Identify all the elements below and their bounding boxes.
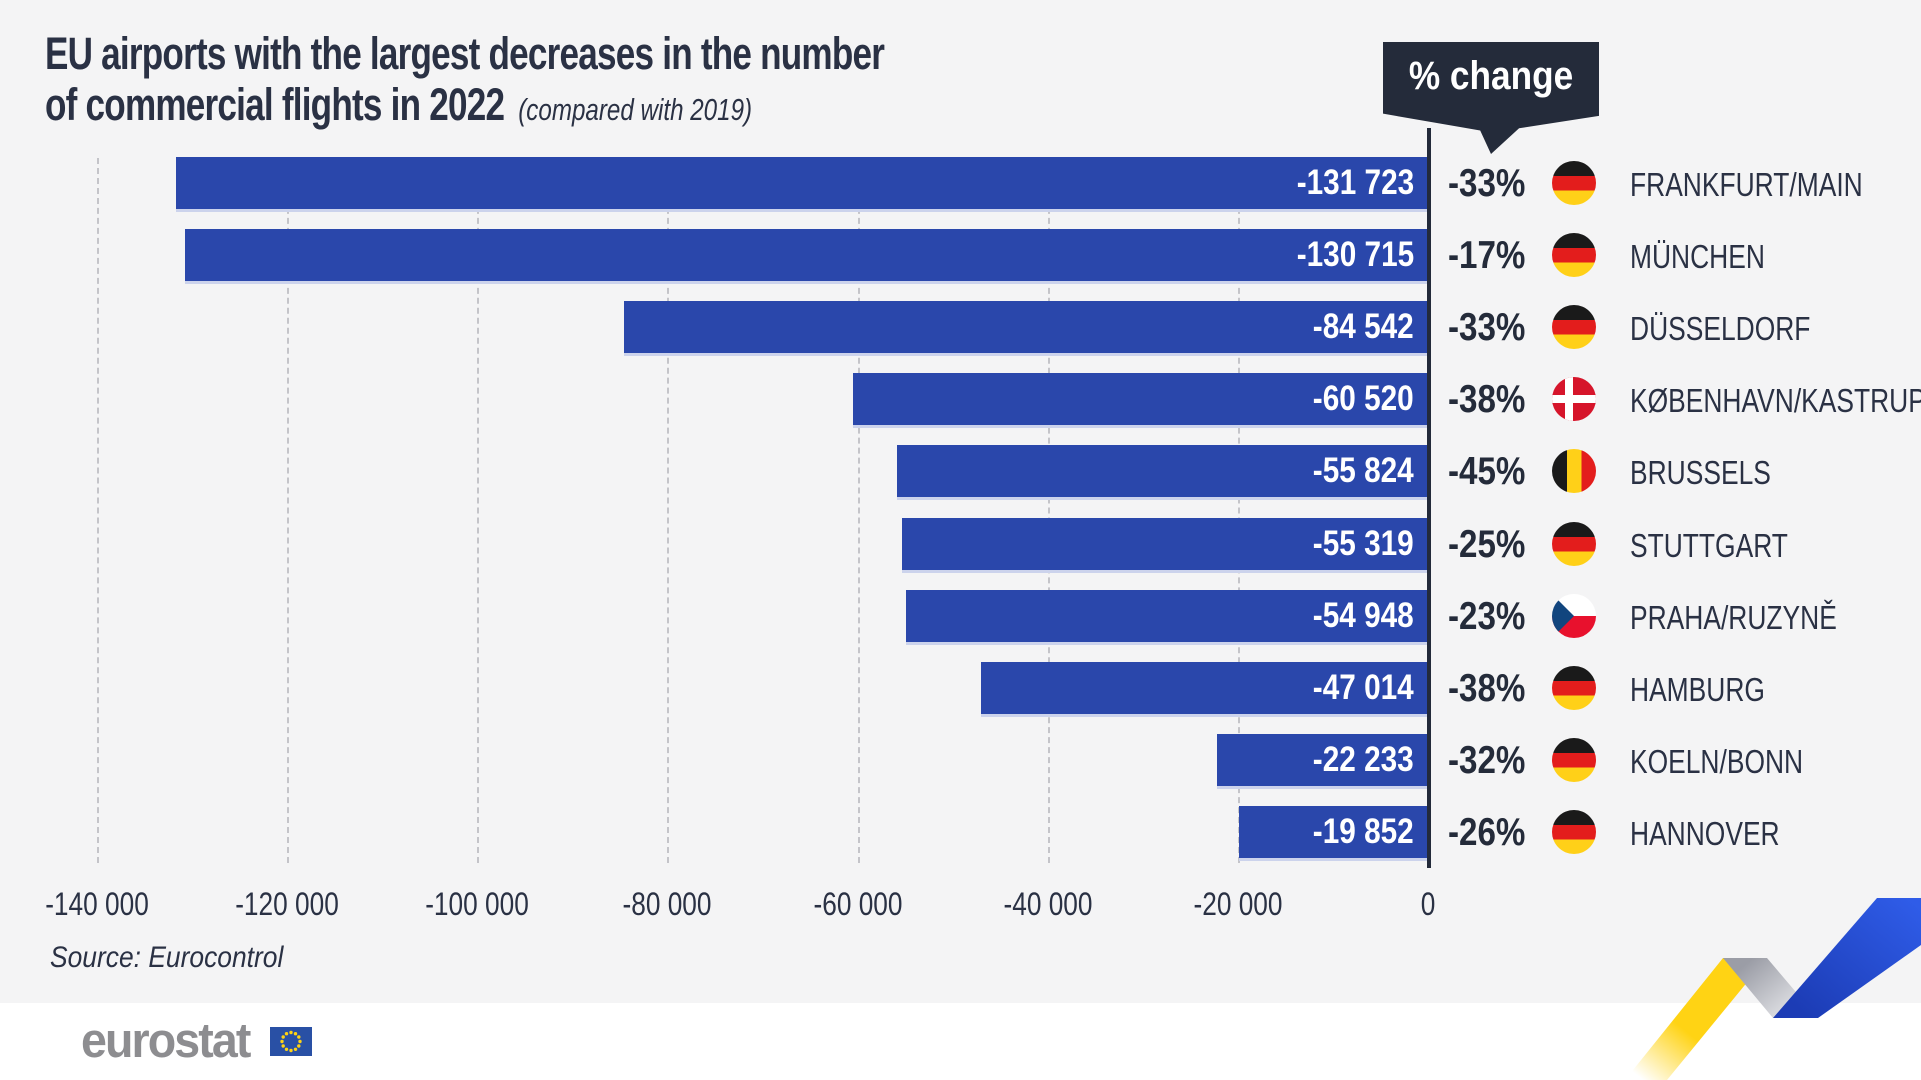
gridline--140000 — [97, 158, 99, 863]
decrease-bar: -130 715 — [185, 229, 1428, 282]
gridline--100000 — [477, 158, 480, 863]
chart-title-line1: EU airports with the largest decreases i… — [45, 28, 885, 79]
eurostat-logo: eurostat — [81, 1013, 313, 1069]
eurostat-logo-text: eurostat — [81, 1014, 251, 1068]
airport-row: -54 948 -23% PRAHA/RUZYNĚ — [0, 589, 1921, 642]
airport-name: DÜSSELDORF — [1630, 310, 1811, 348]
bar-value-label: -84 542 — [1313, 307, 1414, 347]
bar-value-label: -19 852 — [1313, 811, 1414, 851]
decrease-bar: -84 542 — [624, 301, 1428, 354]
x-axis-tick-label: -40 000 — [1003, 886, 1093, 922]
airport-row: -47 014 -38% HAMBURG — [0, 661, 1921, 714]
flag-denmark-icon — [1552, 377, 1596, 422]
airport-name: HANNOVER — [1630, 814, 1780, 852]
airport-name: KOELN/BONN — [1630, 742, 1804, 780]
pct-change-value: -26% — [1448, 810, 1526, 854]
decrease-bar: -60 520 — [853, 373, 1428, 426]
bar-value-label: -60 520 — [1313, 379, 1414, 419]
flag-germany-icon — [1552, 161, 1596, 205]
flag-germany-icon — [1552, 305, 1596, 350]
bar-value-label: -55 319 — [1313, 523, 1414, 563]
pct-change-value: -25% — [1448, 522, 1526, 566]
x-axis-tick-label: -120 000 — [235, 886, 339, 922]
gridline--40000 — [1047, 158, 1050, 863]
decrease-bar: -22 233 — [1217, 733, 1428, 786]
pct-change-value: -23% — [1448, 594, 1526, 638]
pct-change-value: -45% — [1448, 450, 1526, 494]
ribbon-blue-segment — [1773, 898, 1921, 1018]
x-axis-tick-label: -80 000 — [622, 886, 712, 922]
flag-germany-icon — [1552, 233, 1596, 278]
bar-value-label: -47 014 — [1313, 667, 1414, 707]
bar-value-label: -54 948 — [1313, 595, 1414, 635]
pct-change-value: -33% — [1448, 306, 1526, 350]
decrease-bar: -19 852 — [1239, 805, 1428, 858]
x-axis-tick-label: -100 000 — [425, 886, 530, 922]
zero-axis-line — [1427, 128, 1431, 868]
decrease-bar: -55 824 — [897, 445, 1428, 498]
chart-title-line2-text: of commercial flights in 2022 — [45, 79, 505, 130]
footer-band — [0, 1003, 1921, 1080]
decrease-bar: -47 014 — [981, 661, 1428, 714]
x-axis-tick-label: -60 000 — [813, 886, 903, 922]
bar-value-label: -22 233 — [1313, 739, 1414, 779]
airport-name: PRAHA/RUZYNĚ — [1630, 598, 1837, 636]
eu-flag-icon — [270, 1026, 313, 1056]
x-axis-tick-label: -140 000 — [45, 886, 149, 922]
airport-row: -131 723 -33% FRANKFURT/MAIN — [0, 157, 1921, 209]
gridline--80000 — [667, 158, 670, 863]
airport-row: -55 319 -25% STUTTGART — [0, 517, 1921, 570]
gridline--20000 — [1237, 158, 1240, 863]
pct-change-value: -38% — [1448, 378, 1526, 422]
source-note: Source: Eurocontrol — [50, 941, 284, 974]
airport-name: FRANKFURT/MAIN — [1630, 166, 1863, 203]
pct-change-value: -33% — [1448, 162, 1526, 205]
flag-germany-icon — [1552, 521, 1596, 566]
airport-row: -130 715 -17% MÜNCHEN — [0, 229, 1921, 282]
x-axis-tick-label: -20 000 — [1193, 886, 1283, 922]
airport-row: -55 824 -45% BRUSSELS — [0, 445, 1921, 498]
bar-value-label: -131 723 — [1296, 163, 1414, 202]
ribbon-yellow-segment — [1625, 958, 1767, 1080]
flag-germany-icon — [1552, 809, 1596, 854]
bar-value-label: -55 824 — [1313, 451, 1414, 491]
airport-name: BRUSSELS — [1630, 454, 1771, 492]
decrease-bar: -54 948 — [906, 589, 1428, 642]
gridline--120000 — [287, 158, 290, 863]
airport-name: MÜNCHEN — [1630, 238, 1765, 276]
pct-change-value: -17% — [1448, 234, 1526, 278]
decrease-bar: -131 723 — [176, 157, 1428, 209]
flag-germany-icon — [1552, 665, 1596, 710]
x-axis-tick-label: 0 — [1420, 886, 1436, 922]
eu-flag-stars — [280, 1030, 303, 1052]
flag-belgium-icon — [1552, 449, 1596, 494]
airport-row: -60 520 -38% KØBENHAVN/KASTRUP — [0, 373, 1921, 426]
pct-change-value: -38% — [1448, 666, 1526, 710]
decrease-bar: -55 319 — [902, 517, 1428, 570]
airport-row: -19 852 -26% HANNOVER — [0, 805, 1921, 858]
chart-subtitle: (compared with 2019) — [518, 92, 753, 127]
flag-germany-icon — [1552, 737, 1596, 782]
zigzag-ribbon-graphic — [1625, 898, 1921, 1080]
airport-name: HAMBURG — [1630, 670, 1765, 708]
pct-change-callout-badge: % change — [1383, 42, 1599, 154]
title-block: EU airports with the largest decreases i… — [45, 28, 1121, 135]
gridline--60000 — [857, 158, 860, 863]
flag-czechia-icon — [1552, 593, 1596, 638]
airport-name: KØBENHAVN/KASTRUP — [1630, 382, 1921, 420]
airport-row: -84 542 -33% DÜSSELDORF — [0, 301, 1921, 354]
pct-change-callout-label: % change — [1408, 54, 1574, 98]
chart-title-line2: of commercial flights in 2022 (compared w… — [45, 79, 884, 135]
pct-change-value: -32% — [1448, 738, 1526, 782]
airport-row: -22 233 -32% KOELN/BONN — [0, 733, 1921, 786]
bar-value-label: -130 715 — [1296, 235, 1414, 275]
airport-name: STUTTGART — [1630, 526, 1788, 564]
